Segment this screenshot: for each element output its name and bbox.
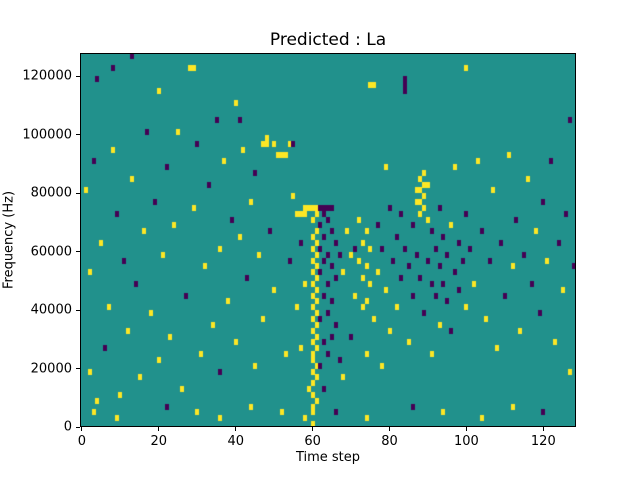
y-tick-mark — [76, 368, 80, 370]
x-tick-mark — [312, 427, 314, 431]
y-axis-label: Frequency (Hz) — [1, 190, 17, 290]
y-tick-label: 20000 — [30, 361, 72, 377]
x-axis-label: Time step — [295, 450, 361, 465]
heatmap-canvas — [80, 53, 576, 427]
chart-title: Predicted : La — [269, 30, 387, 50]
x-tick-label: 20 — [150, 434, 168, 449]
y-tick-label: 0 — [63, 419, 72, 435]
x-tick-label: 60 — [304, 434, 321, 449]
x-tick-mark — [465, 427, 467, 431]
x-tick-label: 120 — [530, 434, 556, 449]
y-tick-mark — [76, 134, 80, 136]
y-tick-mark — [76, 426, 80, 428]
x-tick-label: 100 — [453, 434, 479, 449]
x-tick-mark — [235, 427, 237, 431]
x-tick-mark — [158, 427, 160, 431]
x-tick-label: 80 — [381, 434, 398, 449]
plot-area — [80, 53, 576, 427]
x-tick-mark — [542, 427, 544, 431]
y-tick-mark — [76, 192, 80, 194]
y-tick-label: 60000 — [30, 244, 72, 260]
y-tick-mark — [76, 309, 80, 311]
x-tick-mark — [389, 427, 391, 431]
x-tick-label: 0 — [77, 434, 87, 449]
y-tick-mark — [76, 251, 80, 253]
x-tick-mark — [81, 427, 83, 431]
y-tick-label: 100000 — [22, 127, 72, 143]
y-tick-label: 120000 — [22, 68, 72, 84]
y-tick-label: 40000 — [30, 302, 72, 318]
x-tick-label: 40 — [227, 434, 244, 449]
y-tick-label: 80000 — [30, 185, 72, 201]
y-tick-mark — [76, 75, 80, 77]
